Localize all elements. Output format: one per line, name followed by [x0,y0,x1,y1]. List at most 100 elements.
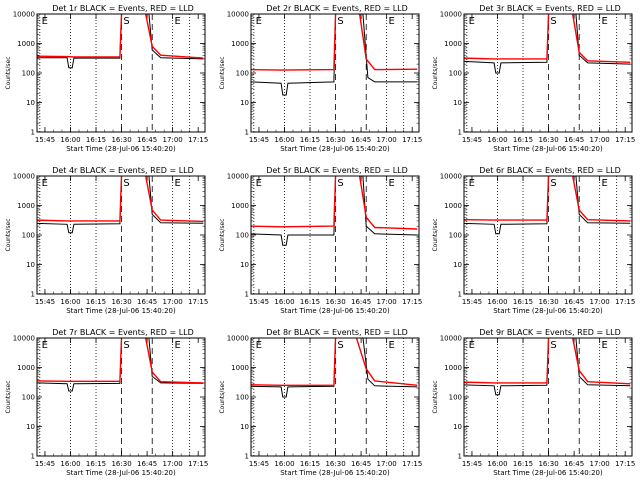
x-tick-label: 16:45 [564,298,584,306]
panel-title: Det 2r BLACK = Events, RED = LLD [266,4,408,13]
x-axis-label: Start Time (28-Jul-06 15:40:20) [493,307,603,315]
y-tick-label: 100 [22,70,35,78]
y-axis-label: Counts/sec [219,218,226,251]
series-events-line [37,176,204,234]
y-tick-label: 100 [236,232,249,240]
marker-label: E [469,340,475,351]
x-tick-label: 16:00 [60,460,80,468]
x-tick-label: 17:00 [163,136,183,144]
series-lld-line [251,338,418,386]
plot-frame [463,13,633,133]
x-tick-label: 16:15 [513,460,533,468]
x-tick-label: 17:15 [402,298,422,306]
y-tick-label: 10000 [13,11,35,19]
x-tick-label: 16:15 [300,460,320,468]
x-tick-label: 16:30 [111,136,131,144]
x-axis-label: Start Time (28-Jul-06 15:40:20) [66,307,176,315]
x-tick-label: 15:45 [462,460,482,468]
y-tick-label: 100 [22,394,35,402]
y-tick-label: 1000 [17,364,35,372]
y-axis-label: Counts/sec [219,380,226,413]
x-tick-label: 16:15 [86,298,106,306]
y-tick-label: 1 [31,291,35,299]
marker-label: S [337,178,343,189]
series-events-line [251,176,418,246]
x-tick-label: 16:15 [513,136,533,144]
x-tick-label: 16:15 [86,460,106,468]
y-axis-label: Counts/sec [219,56,226,89]
series-lld-line [464,338,631,385]
y-tick-label: 1 [31,453,35,461]
panel-title: Det 7r BLACK = Events, RED = LLD [52,328,194,337]
marker-label: E [388,16,394,27]
x-tick-label: 16:45 [564,460,584,468]
x-axis-label: Start Time (28-Jul-06 15:40:20) [493,145,603,153]
x-tick-label: 16:30 [325,298,345,306]
panel-title: Det 9r BLACK = Events, RED = LLD [479,328,621,337]
y-tick-label: 10 [26,423,35,431]
x-tick-label: 16:00 [60,298,80,306]
panel-4: Det 4r BLACK = Events, RED = LLD Counts/s… [5,166,208,315]
x-tick-label: 16:30 [111,460,131,468]
x-tick-label: 17:15 [615,298,635,306]
x-tick-label: 17:15 [615,460,635,468]
marker-label: E [174,178,180,189]
series-lld-line [464,176,631,222]
x-tick-label: 17:15 [402,136,422,144]
marker-label: E [469,16,475,27]
plot-frame [250,175,420,295]
x-tick-label: 15:45 [462,298,482,306]
x-tick-label: 15:45 [249,298,269,306]
marker-label: E [601,178,607,189]
x-tick-label: 17:00 [590,136,610,144]
y-tick-label: 1 [245,129,249,137]
x-tick-label: 15:45 [462,136,482,144]
y-tick-label: 10000 [440,173,462,181]
x-tick-label: 17:00 [590,298,610,306]
y-tick-label: 10000 [440,335,462,343]
x-tick-label: 16:45 [351,460,371,468]
y-axis-label: Counts/sec [432,56,439,89]
y-tick-label: 1000 [231,40,249,48]
series-events-line [251,338,418,398]
y-tick-label: 100 [449,70,462,78]
plot-frame [463,337,633,457]
panel-6: Det 6r BLACK = Events, RED = LLD Counts/s… [432,166,635,315]
x-tick-label: 16:30 [325,460,345,468]
y-tick-label: 100 [449,394,462,402]
x-axis-label: Start Time (28-Jul-06 15:40:20) [280,307,390,315]
marker-label: E [42,178,48,189]
marker-label: S [550,340,556,351]
marker-label: E [388,340,394,351]
plot-frame [463,175,633,295]
x-tick-label: 16:45 [137,460,157,468]
marker-label: E [42,16,48,27]
x-tick-label: 17:00 [590,460,610,468]
panel-title: Det 5r BLACK = Events, RED = LLD [266,166,408,175]
y-tick-label: 10 [26,261,35,269]
y-tick-label: 10000 [13,173,35,181]
marker-label: S [337,16,343,27]
series-events-line [37,14,204,69]
series-lld-line [37,338,204,384]
x-tick-label: 17:00 [163,460,183,468]
y-tick-label: 100 [236,70,249,78]
panel-title: Det 8r BLACK = Events, RED = LLD [266,328,408,337]
x-tick-label: 16:45 [137,298,157,306]
y-tick-label: 1 [245,291,249,299]
x-tick-label: 16:45 [351,298,371,306]
x-tick-label: 16:00 [487,298,507,306]
y-tick-label: 10000 [227,173,249,181]
marker-label: E [256,16,262,27]
series-lld-line [37,14,204,59]
y-tick-label: 1 [31,129,35,137]
x-tick-label: 16:45 [137,136,157,144]
y-tick-label: 100 [449,232,462,240]
x-tick-label: 16:15 [300,298,320,306]
y-axis-label: Counts/sec [5,380,12,413]
series-lld-line [251,14,418,71]
y-tick-label: 1000 [444,40,462,48]
x-tick-label: 17:15 [615,136,635,144]
x-axis-label: Start Time (28-Jul-06 15:40:20) [493,469,603,477]
panel-5: Det 5r BLACK = Events, RED = LLD Counts/s… [219,166,422,315]
